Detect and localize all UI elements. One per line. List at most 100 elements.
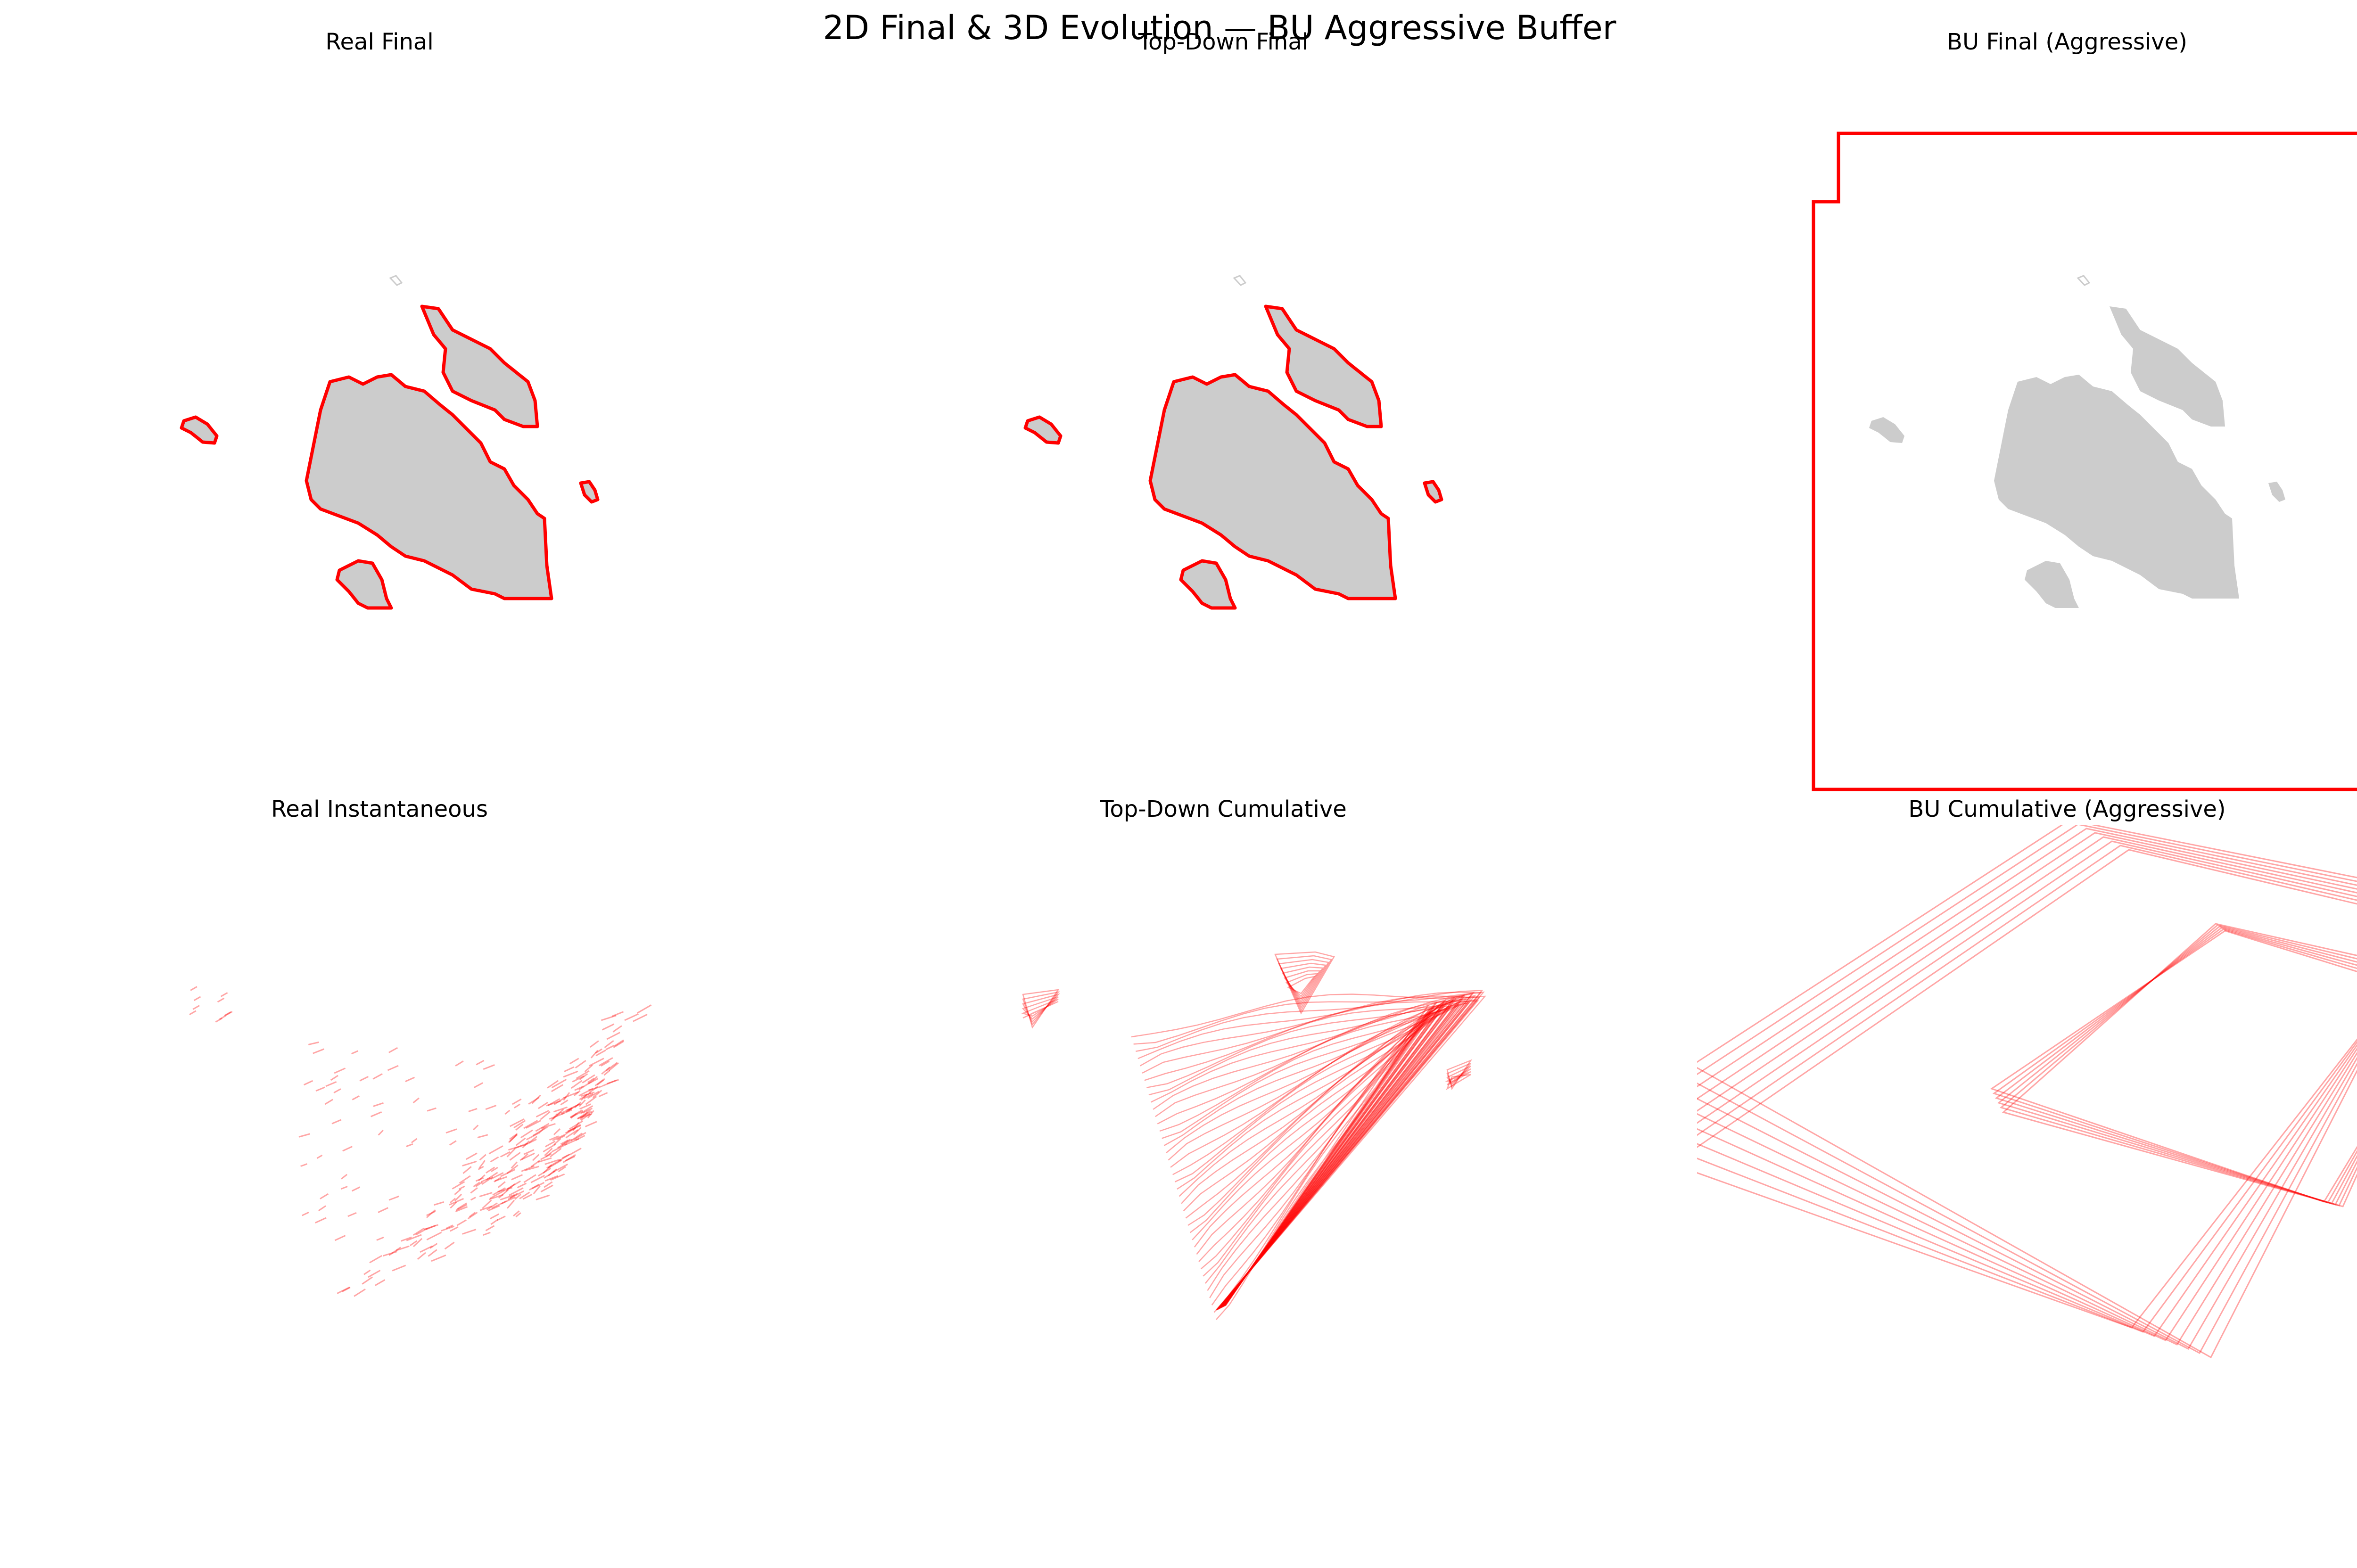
contour-segment [477,1134,488,1139]
contour-segment [340,1186,348,1190]
contour-segment [550,1173,565,1181]
contour-segment [514,1142,528,1149]
panel-top-down-final: Top-Down Final [1025,29,1442,608]
contour-segment [388,1047,398,1053]
contour-segment [363,1269,371,1275]
contour-segment [378,1207,388,1213]
contour-segment [445,1224,453,1229]
contour-segment [514,1193,521,1200]
contour-segment [193,996,201,1002]
contour-segment [513,1120,526,1129]
contour-segment [426,1224,436,1230]
contour-line [1146,994,1476,1310]
contour-segment [450,1226,459,1232]
contour-segment [606,1032,620,1040]
contour-segment [551,1143,567,1153]
contour-segment [427,1107,437,1112]
contour-segment [426,1210,436,1216]
contour-line [1697,825,2357,1359]
contour-segment [506,1199,515,1209]
contour-segment [481,1176,494,1185]
contour-segment [552,1164,568,1173]
contour-segment [508,1144,524,1151]
contour-line [1200,1005,1439,1307]
contour-segment [537,1167,552,1177]
contour-segment [449,1198,464,1206]
contour-line [1447,1071,1471,1086]
contour-segment [224,1011,231,1017]
contour-segment [602,1023,615,1031]
contour-segment [523,1174,536,1183]
contour-segment [596,1079,604,1086]
contour-segment [415,1227,428,1236]
contour-segment [601,1060,610,1067]
contour-segment [462,1166,472,1174]
contour-segment [215,1018,223,1023]
contour-line [1194,1006,1443,1307]
contour-segment [573,1090,581,1096]
contour-segment [580,1093,588,1101]
contour-segment [517,1182,527,1189]
contour-line [1131,993,1486,1311]
contour-segment [431,1254,446,1262]
contour-segment [473,1082,483,1088]
panel-title: Top-Down Cumulative [1099,796,1347,822]
contour-segment [486,1202,498,1211]
contour-segment [454,1188,462,1195]
contour-segment [528,1136,538,1143]
contour-segment [417,1252,426,1260]
contour-segment [580,1113,591,1121]
contour-segment [331,1119,342,1125]
contour-segment [486,1172,498,1181]
contour-line [1022,1001,1059,1019]
contour-segment [575,1060,586,1069]
panel-title: Real Instantaneous [271,796,488,822]
contour-line [1196,1009,1442,1307]
contour-segment [513,1210,520,1217]
contour-segment [507,1192,518,1200]
contour-segment [190,986,198,991]
contour-segment [585,1096,597,1105]
contour-segment [512,1098,522,1105]
contour-segment [192,1005,200,1010]
contour-segment [388,1247,401,1256]
contour-segment [412,1227,425,1236]
contour-segment [485,1105,497,1110]
contour-line [1135,990,1483,1311]
contour-segment [483,1231,491,1236]
contour-segment [308,1041,319,1045]
contour-segment [528,1097,540,1105]
contour-segment [553,1138,561,1146]
buffer-boundary [1812,131,2357,791]
contour-segment [315,1217,327,1223]
contour-line [1157,1002,1469,1309]
contour-segment [473,1182,480,1187]
contour-line [1446,1059,1473,1091]
contour-segment [468,1108,478,1112]
contour-segment [530,1160,540,1167]
contour-segment [475,1181,483,1188]
contour-segment [565,1129,578,1139]
contour-line [1172,1002,1458,1308]
contour-line [1166,998,1464,1309]
contour-line [1181,1005,1452,1308]
contour-segment [411,1138,418,1143]
contour-segment [219,1015,227,1020]
contour-segment [315,1086,325,1092]
contour-line [1162,995,1465,1309]
contour-segment [466,1152,478,1160]
contour-line [1994,927,2357,1205]
contour-line [1185,1005,1450,1308]
contour-segment [426,1231,442,1240]
contour-segment [388,1195,400,1201]
contour-segment [587,1077,595,1084]
contour-segment [318,1205,326,1212]
contour-segment [333,1088,341,1094]
contour-segment [540,1111,551,1120]
contour-segment [489,1213,500,1220]
contour-line [1139,995,1481,1310]
contour-segment [449,1140,457,1146]
contour-line [1207,1007,1435,1306]
contour-segment [490,1219,499,1225]
contour-line [1204,1002,1436,1306]
